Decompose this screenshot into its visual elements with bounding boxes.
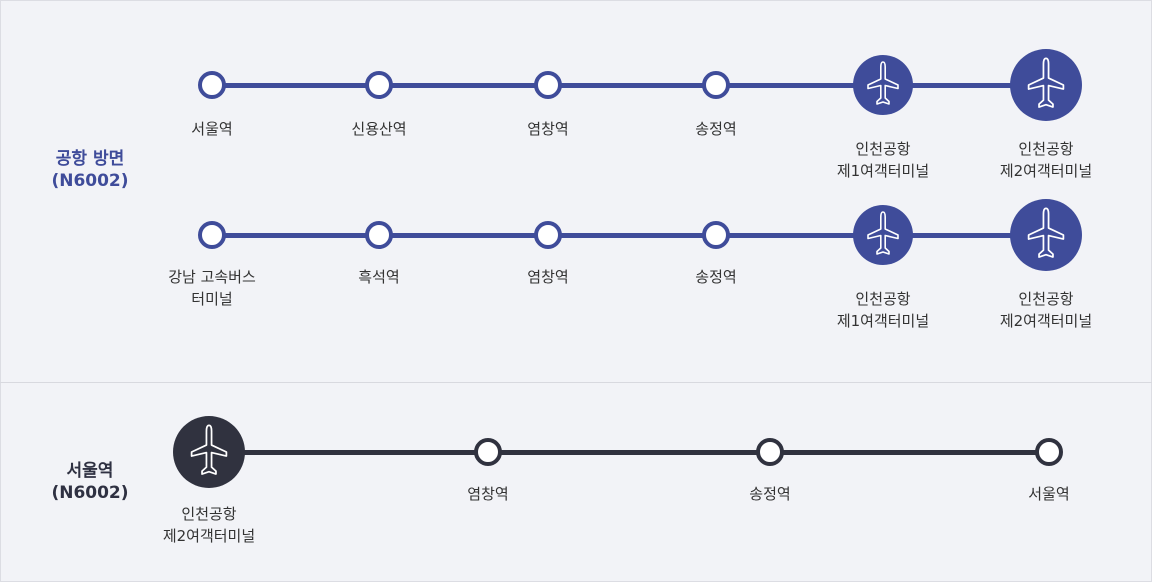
circle-stop-icon <box>534 221 562 249</box>
stop-label-line1: 서울역 <box>191 120 233 138</box>
stop-label-line2: 제2여객터미널 <box>999 162 1093 180</box>
stop-label: 송정역 <box>646 118 786 140</box>
stop-label: 염창역 <box>478 266 618 288</box>
route-seoul-to-airport: 서울역 신용산역 염창역 송정역 인천공항 제1여객터미널 <box>0 45 1152 205</box>
stop-label: 서울역 <box>142 118 282 140</box>
stop-label: 인천공항 제2여객터미널 <box>976 138 1116 182</box>
stop-label-line1: 인천공항 <box>1018 290 1074 308</box>
route-line <box>209 450 1049 455</box>
stop-label-line1: 염창역 <box>467 485 509 503</box>
circle-stop-icon <box>365 221 393 249</box>
stop-label: 송정역 <box>646 266 786 288</box>
stop-label-line2: 제1여객터미널 <box>836 312 930 330</box>
stop-label: 인천공항 제1여객터미널 <box>813 288 953 332</box>
stop-label-line1: 서울역 <box>1028 485 1070 503</box>
stop-label: 인천공항 제1여객터미널 <box>813 138 953 182</box>
circle-stop-icon <box>702 71 730 99</box>
stop-label-line1: 인천공항 <box>1018 140 1074 158</box>
stop-label: 강남 고속버스 터미널 <box>142 266 282 310</box>
section-title-seoul: 서울역 (N6002) <box>30 460 150 504</box>
stop-label-line2: 제2여객터미널 <box>999 312 1093 330</box>
airplane-icon <box>853 55 913 115</box>
airplane-icon <box>853 205 913 265</box>
section-title-line2: (N6002) <box>51 483 129 503</box>
stop-label-line1: 염창역 <box>527 120 569 138</box>
airplane-icon <box>1010 199 1082 271</box>
section-title-airport: 공항 방면 (N6002) <box>30 148 150 192</box>
stop-label-line1: 송정역 <box>749 485 791 503</box>
section-title-line2: (N6002) <box>51 171 129 191</box>
stop-label-line2: 터미널 <box>191 290 233 308</box>
circle-stop-icon <box>702 221 730 249</box>
circle-stop-icon <box>474 438 502 466</box>
stop-label-line1: 송정역 <box>695 120 737 138</box>
route-line <box>212 83 1046 88</box>
stop-label: 인천공항 제2여객터미널 <box>139 503 279 547</box>
stop-label: 신용산역 <box>309 118 449 140</box>
stop-label: 송정역 <box>700 483 840 505</box>
circle-stop-icon <box>198 71 226 99</box>
stop-label-line1: 염창역 <box>527 268 569 286</box>
stop-label-line1: 인천공항 <box>855 140 911 158</box>
stop-label: 인천공항 제2여객터미널 <box>976 288 1116 332</box>
stop-label-line1: 흑석역 <box>358 268 400 286</box>
stop-label-line1: 신용산역 <box>351 120 407 138</box>
stop-label: 흑석역 <box>309 266 449 288</box>
section-title-line1: 공항 방면 <box>55 149 125 169</box>
section-title-line1: 서울역 <box>66 461 114 481</box>
circle-stop-icon <box>534 71 562 99</box>
stop-label-line2: 제1여객터미널 <box>836 162 930 180</box>
stop-label: 염창역 <box>478 118 618 140</box>
airplane-icon <box>1010 49 1082 121</box>
stop-label: 염창역 <box>418 483 558 505</box>
stop-label-line1: 송정역 <box>695 268 737 286</box>
stop-label-line1: 인천공항 <box>181 505 237 523</box>
route-line <box>212 233 1046 238</box>
circle-stop-icon <box>198 221 226 249</box>
stop-label-line2: 제2여객터미널 <box>162 527 256 545</box>
circle-stop-icon <box>365 71 393 99</box>
stop-label-line1: 강남 고속버스 <box>168 268 256 286</box>
stop-label-line1: 인천공항 <box>855 290 911 308</box>
route-gangnam-to-airport: 강남 고속버스 터미널 흑석역 염창역 송정역 인천공항 제1 <box>0 195 1152 355</box>
section-divider <box>0 382 1152 383</box>
circle-stop-icon <box>1035 438 1063 466</box>
airplane-icon <box>173 416 245 488</box>
stop-label: 서울역 <box>979 483 1119 505</box>
circle-stop-icon <box>756 438 784 466</box>
route-airport-to-seoul: 인천공항 제2여객터미널 염창역 송정역 서울역 <box>0 412 1152 572</box>
